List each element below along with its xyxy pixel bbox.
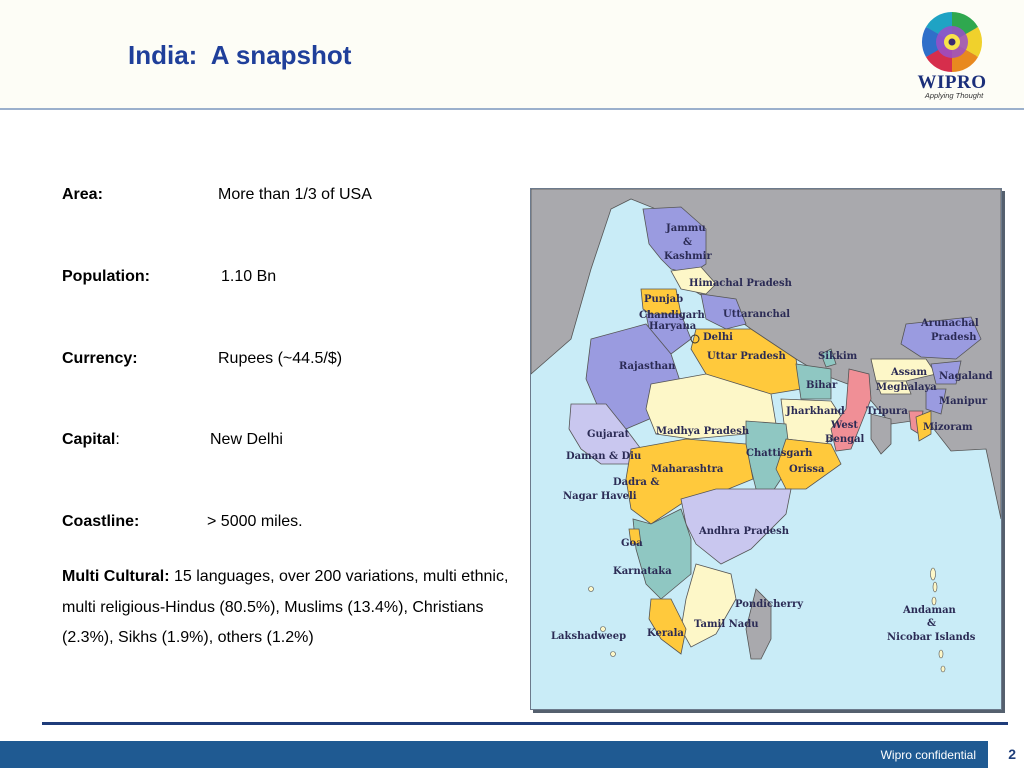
fact-coastline: Coastline: > 5000 miles. bbox=[62, 513, 303, 531]
label-andaman-1: Andaman bbox=[902, 605, 957, 616]
page-number-box: 2 bbox=[988, 741, 1024, 768]
label-dadra-1: Dadra & bbox=[613, 477, 659, 488]
fact-label: Coastline: bbox=[62, 513, 140, 530]
label-uttaranchal: Uttaranchal bbox=[723, 309, 790, 320]
fact-population: Population: 1.10 Bn bbox=[62, 268, 276, 286]
state-goa bbox=[628, 528, 642, 545]
label-punjab: Punjab bbox=[644, 294, 683, 305]
slide-title: India: A snapshot bbox=[128, 40, 352, 70]
fact-label: Currency: bbox=[62, 350, 138, 367]
label-andaman-2: & bbox=[927, 618, 936, 629]
state-sikkim bbox=[820, 348, 837, 368]
fact-currency: Currency: Rupees (~44.5/$) bbox=[62, 350, 342, 368]
wipro-flower-icon bbox=[921, 11, 983, 73]
state-andhra-pradesh bbox=[680, 488, 792, 565]
label-dadra-2: Nagar Haveli bbox=[563, 491, 637, 502]
label-karnataka: Karnataka bbox=[613, 566, 672, 577]
label-arunachal-2: Pradesh bbox=[931, 332, 977, 343]
fact-value: 1.10 Bn bbox=[221, 268, 277, 285]
label-chattisgarh: Chattisgarh bbox=[746, 448, 813, 459]
label-sikkim: Sikkim bbox=[818, 351, 858, 362]
logo-brand: WIPRO bbox=[917, 72, 987, 93]
state-manipur bbox=[925, 388, 947, 415]
state-nagaland bbox=[930, 360, 962, 385]
state-himachal bbox=[670, 266, 717, 295]
label-orissa: Orissa bbox=[789, 464, 825, 475]
footer-rule bbox=[42, 722, 1008, 725]
state-kerala bbox=[648, 598, 687, 655]
label-tamil-nadu: Tamil Nadu bbox=[694, 619, 759, 630]
multicultural-label: Multi Cultural: bbox=[62, 568, 170, 585]
fact-capital: Capital: New Delhi bbox=[62, 431, 283, 449]
label-rajasthan: Rajasthan bbox=[619, 361, 676, 372]
delhi-marker bbox=[690, 334, 700, 344]
state-uttaranchal bbox=[700, 293, 747, 330]
fact-value: New Delhi bbox=[210, 431, 283, 448]
state-west-bengal bbox=[830, 368, 872, 452]
label-tripura: Tripura bbox=[866, 406, 908, 417]
label-meghalaya: Meghalaya bbox=[876, 382, 937, 393]
label-uttar-pradesh: Uttar Pradesh bbox=[707, 351, 786, 362]
state-assam bbox=[870, 358, 937, 382]
label-chandigarh: Chandigarh bbox=[639, 310, 706, 321]
multicultural-text: 15 languages, over 200 variations, multi… bbox=[62, 568, 509, 647]
fact-area: Area: More than 1/3 of USA bbox=[62, 186, 372, 204]
label-maharashtra: Maharashtra bbox=[651, 464, 724, 475]
label-west-bengal-2: Bengal bbox=[825, 434, 865, 445]
sri-lanka-shape bbox=[745, 588, 772, 660]
label-pondicherry: Pondicherry bbox=[735, 599, 804, 610]
confidential-label: Wipro confidential bbox=[880, 748, 976, 762]
label-lakshadweep: Lakshadweep bbox=[551, 631, 626, 642]
wipro-logo: WIPRO Applying Thought bbox=[912, 10, 992, 102]
label-west-bengal-1: West bbox=[830, 420, 858, 431]
label-assam: Assam bbox=[890, 367, 927, 378]
label-goa: Goa bbox=[621, 538, 643, 549]
fact-label: Area: bbox=[62, 186, 103, 203]
label-jharkhand: Jharkhand bbox=[785, 406, 845, 417]
label-mizoram: Mizoram bbox=[923, 422, 973, 433]
state-karnataka bbox=[632, 508, 692, 600]
label-haryana: Haryana bbox=[649, 321, 697, 332]
india-map: Jammu & Kashmir Himachal Pradesh Punjab … bbox=[530, 188, 1002, 710]
label-jammu-kashmir-1: Jammu bbox=[665, 223, 706, 234]
fact-label-suffix: : bbox=[115, 431, 120, 448]
label-gujarat: Gujarat bbox=[587, 429, 630, 440]
fact-label: Population: bbox=[62, 268, 150, 285]
label-himachal: Himachal Pradesh bbox=[689, 278, 793, 289]
fact-value: > 5000 miles. bbox=[207, 513, 303, 530]
state-orissa bbox=[775, 438, 842, 490]
label-andhra-pradesh: Andhra Pradesh bbox=[698, 526, 790, 537]
multicultural-paragraph: Multi Cultural: 15 languages, over 200 v… bbox=[62, 562, 517, 654]
fact-value: More than 1/3 of USA bbox=[218, 186, 372, 203]
state-tamil-nadu bbox=[680, 563, 737, 648]
andaman-islands bbox=[930, 567, 946, 673]
logo-tagline: Applying Thought bbox=[924, 91, 984, 100]
label-jammu-kashmir-2: & bbox=[683, 237, 692, 248]
state-mizoram bbox=[915, 410, 932, 442]
label-kerala: Kerala bbox=[647, 628, 684, 639]
label-bihar: Bihar bbox=[806, 380, 838, 391]
state-bihar bbox=[795, 363, 832, 400]
india-map-svg: Jammu & Kashmir Himachal Pradesh Punjab … bbox=[531, 189, 1001, 673]
state-meghalaya bbox=[875, 380, 912, 395]
label-nagaland: Nagaland bbox=[939, 371, 993, 382]
page-number: 2 bbox=[1008, 746, 1016, 762]
label-delhi: Delhi bbox=[703, 332, 733, 343]
label-daman-diu: Daman & Diu bbox=[566, 451, 641, 462]
label-madhya-pradesh: Madhya Pradesh bbox=[656, 426, 750, 437]
label-arunachal-1: Arunachal bbox=[920, 318, 979, 329]
label-jammu-kashmir-3: Kashmir bbox=[664, 251, 712, 262]
fact-value: Rupees (~44.5/$) bbox=[218, 350, 343, 367]
footer-bar: Wipro confidential 2 bbox=[0, 741, 1024, 768]
state-arunachal bbox=[900, 316, 982, 360]
label-manipur: Manipur bbox=[939, 396, 988, 407]
fact-label: Capital bbox=[62, 431, 116, 448]
label-andaman-3: Nicobar Islands bbox=[887, 632, 976, 643]
slide-header: India: A snapshot WIPRO Applying Thought bbox=[0, 0, 1024, 110]
lakshadweep-islands bbox=[588, 586, 616, 657]
bangladesh-shape bbox=[870, 413, 892, 455]
